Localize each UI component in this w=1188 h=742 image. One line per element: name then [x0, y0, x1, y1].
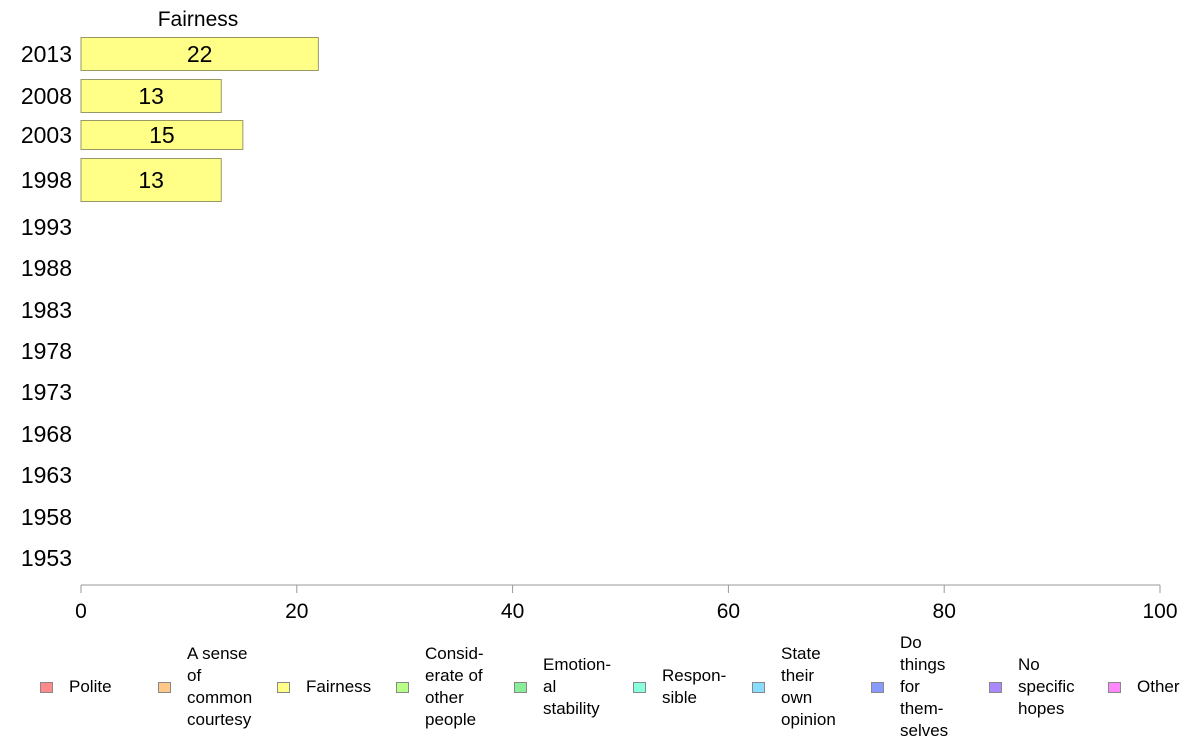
category-labels: 2013 2008 2003 1998 1993 1988 1983 1978 1973 1968…	[21, 41, 72, 571]
legend-swatch	[989, 681, 1002, 693]
legend-item: A sense of common courtesy	[158, 636, 252, 738]
legend-swatch	[277, 681, 290, 693]
legend-swatch	[1108, 681, 1121, 693]
legend-item: Fairness	[277, 636, 371, 738]
legend-item: Respon- sible	[633, 636, 726, 738]
legend-item: Emotion- al stability	[514, 636, 611, 738]
legend-item: No specific hopes	[989, 636, 1075, 738]
category-label: 1998	[21, 167, 72, 193]
legend-label: State their own opinion	[781, 644, 836, 729]
legend-swatch	[40, 681, 53, 693]
bar	[80, 158, 222, 202]
legend-swatch	[158, 681, 171, 693]
legend-label: Fairness	[306, 677, 372, 696]
legend-label: A sense of common courtesy	[187, 644, 253, 729]
x-tick-label: 80	[933, 600, 956, 623]
category-label: 1983	[21, 297, 72, 323]
legend-label: No specific hopes	[1018, 655, 1075, 718]
x-tick-label: 100	[1142, 600, 1177, 623]
legend-label: Consid- erate of other people	[425, 644, 484, 729]
category-label: 1953	[21, 545, 72, 571]
legend-label: Do things for them- selves	[900, 633, 949, 740]
legend-swatch	[752, 681, 765, 693]
legend: Polite A sense of common courtesy Fairness…	[0, 633, 1188, 740]
category-label: 1963	[21, 462, 72, 488]
legend-swatch	[396, 681, 409, 693]
category-label: 2003	[21, 122, 72, 148]
bar	[80, 37, 319, 71]
legend-item: Polite	[40, 636, 112, 738]
bar-chart: Fairness 22 13 15 13 2013 2008 2003 1998 1993 19…	[21, 8, 1178, 623]
x-tick-label: 0	[75, 600, 87, 623]
category-label: 1993	[21, 214, 72, 240]
chart-title: Fairness	[158, 8, 239, 31]
data-label: 13	[138, 83, 164, 109]
legend-item: State their own opinion	[752, 636, 836, 738]
legend-swatch	[514, 681, 527, 693]
legend-label: Other	[1137, 677, 1180, 696]
legend-label: Emotion- al stability	[543, 655, 612, 718]
legend-swatch	[871, 681, 884, 693]
category-label: 2013	[21, 41, 72, 67]
category-label: 1973	[21, 379, 72, 405]
legend-item: Consid- erate of other people	[396, 636, 484, 738]
x-axis: 0 20 40 60 80 100	[75, 584, 1178, 623]
legend-item: Other	[1108, 636, 1180, 738]
legend-label: Polite	[69, 677, 112, 696]
legend-item: Do things for them- selves	[871, 633, 948, 740]
data-label: 22	[187, 41, 213, 67]
x-tick-label: 40	[501, 600, 524, 623]
category-label: 1968	[21, 421, 72, 447]
data-label: 13	[138, 167, 164, 193]
bar	[80, 79, 222, 113]
legend-swatch	[633, 681, 646, 693]
bar	[80, 120, 244, 150]
x-tick-label: 20	[285, 600, 308, 623]
category-label: 1958	[21, 504, 72, 530]
category-label: 1978	[21, 338, 72, 364]
category-label: 2008	[21, 83, 72, 109]
legend-label: Respon- sible	[662, 666, 727, 707]
category-label: 1988	[21, 255, 72, 281]
x-tick-label: 60	[717, 600, 740, 623]
data-label: 15	[149, 122, 175, 148]
bars-group: 22 13 15 13	[80, 37, 319, 202]
